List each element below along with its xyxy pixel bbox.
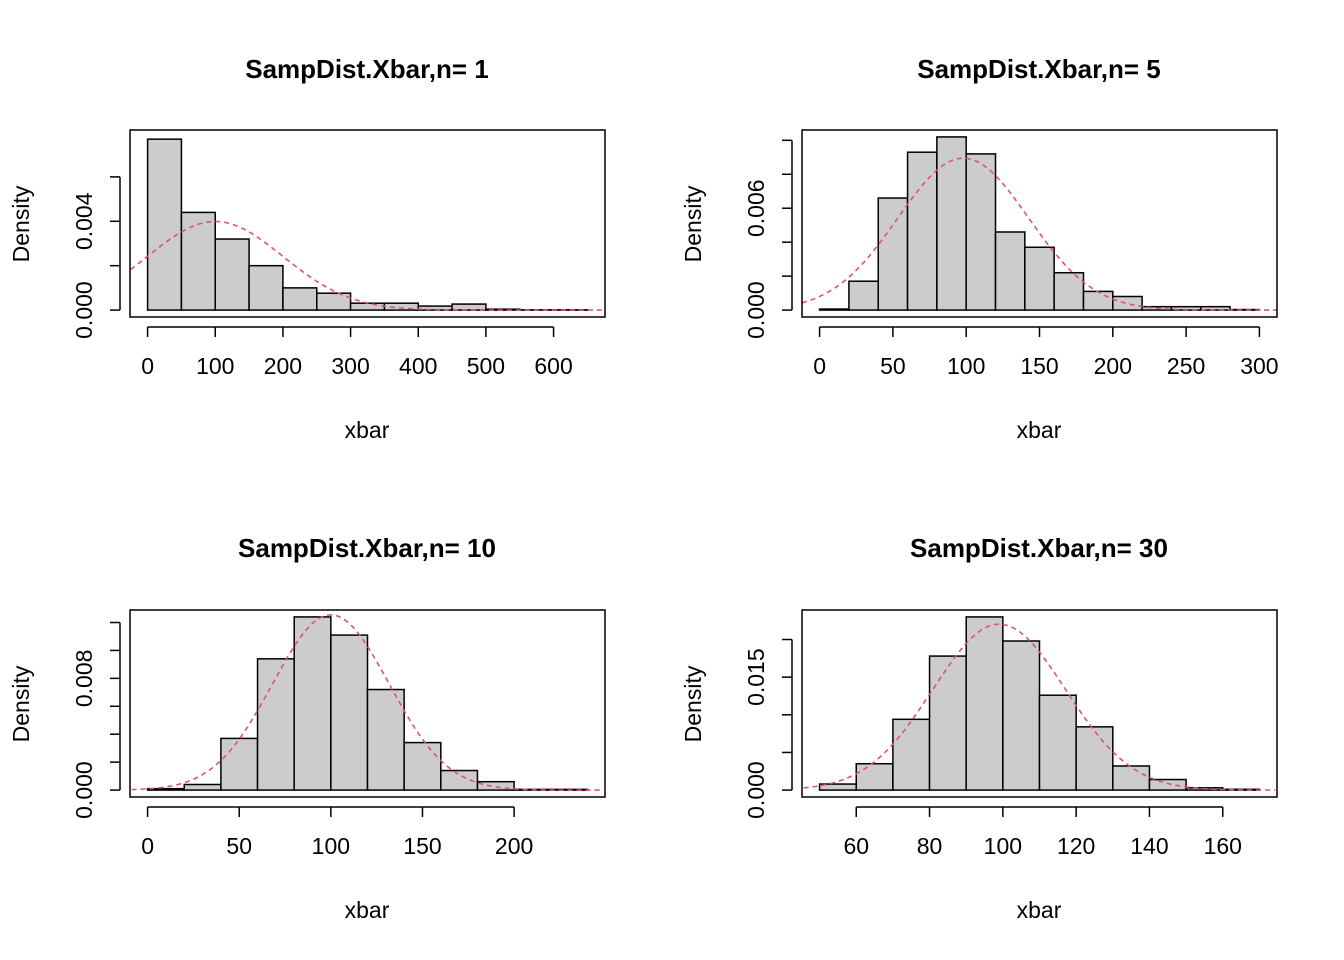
x-axis-label: xbar (345, 897, 390, 923)
y-tick-label: 0.000 (71, 761, 97, 819)
x-tick-label: 150 (403, 833, 441, 859)
panel-n30: SampDist.Xbar,n= 30 xbar Density 60 80 100… (680, 533, 1278, 923)
y-axis-label: Density (680, 185, 706, 262)
histogram-bar (1229, 308, 1261, 311)
histogram-bar (440, 769, 479, 791)
histogram-bar (214, 238, 250, 311)
histogram-bar (366, 688, 405, 791)
y-tick-label: 0.000 (743, 281, 769, 339)
histogram-bar (928, 655, 967, 791)
y-axis-label: Density (680, 665, 706, 742)
x-axis-label: xbar (1017, 897, 1062, 923)
panel-n1: SampDist.Xbar,n= 1 xbar Density 0 100 200 3… (8, 54, 606, 443)
x-tick-label: 100 (984, 833, 1022, 859)
histogram-bar (1024, 246, 1055, 311)
x-tick-label: 600 (534, 353, 572, 379)
histogram-bar (1200, 305, 1231, 311)
x-tick-label: 60 (843, 833, 869, 859)
histogram-bar (848, 280, 879, 311)
panel-n5: SampDist.Xbar,n= 5 xbar Density 0 50 100 15… (680, 54, 1279, 443)
y-tick-label: 0.006 (743, 179, 769, 237)
histogram-bar (316, 292, 352, 311)
histogram-bar (1112, 765, 1151, 791)
histogram-bar (1112, 295, 1143, 311)
x-tick-label: 200 (1094, 353, 1132, 379)
x-tick-label: 0 (141, 353, 154, 379)
histogram-bar (1002, 640, 1041, 791)
y-axis-label: Density (8, 665, 34, 742)
y-tick-label: 0.000 (743, 761, 769, 819)
histogram-bar (403, 741, 442, 791)
y-tick-label: 0.004 (71, 192, 97, 250)
x-tick-label: 140 (1130, 833, 1168, 859)
histogram-bar (476, 780, 515, 791)
x-tick-label: 100 (947, 353, 985, 379)
normal-density-curve (801, 157, 1277, 311)
normal-density-curve (803, 623, 1276, 791)
plot-frame (801, 609, 1278, 798)
x-axis-label: xbar (345, 417, 390, 443)
histogram-bar (180, 211, 217, 311)
y-tick-label: 0.008 (71, 650, 97, 708)
histogram-bar (383, 302, 419, 311)
normal-density-curve (131, 614, 604, 791)
histogram-bar (451, 303, 487, 311)
histogram-bar (906, 151, 938, 311)
histogram-bar (256, 658, 295, 791)
plot-frame (129, 129, 606, 318)
x-tick-label: 0 (141, 833, 154, 859)
histogram-bar (146, 138, 183, 311)
histogram-bar (330, 634, 369, 791)
x-tick-label: 160 (1204, 833, 1242, 859)
x-axis-label: xbar (1017, 417, 1062, 443)
y-tick-label: 0.015 (743, 648, 769, 706)
panel-title: SampDist.Xbar,n= 30 (910, 533, 1168, 563)
x-tick-label: 50 (226, 833, 252, 859)
x-tick-label: 100 (312, 833, 350, 859)
x-tick-label: 120 (1057, 833, 1095, 859)
histogram-bar (1082, 290, 1114, 311)
panel-title: SampDist.Xbar,n= 1 (245, 54, 488, 84)
histogram-bar (1075, 726, 1114, 791)
x-tick-label: 50 (880, 353, 906, 379)
histogram-bar (877, 197, 909, 311)
histogram-bar (220, 737, 259, 791)
histogram-bar (965, 153, 997, 311)
histogram-bar (1148, 778, 1187, 791)
panel-title: SampDist.Xbar,n= 10 (238, 533, 496, 563)
x-tick-label: 200 (264, 353, 302, 379)
panel-n10: SampDist.Xbar,n= 10 xbar Density 0 50 100 1… (8, 533, 606, 923)
histogram-bar (994, 231, 1026, 311)
x-tick-label: 500 (467, 353, 505, 379)
x-tick-label: 150 (1020, 353, 1058, 379)
histogram-bar (818, 308, 850, 311)
histogram-bar (349, 302, 386, 311)
histogram-bar (183, 783, 222, 791)
y-tick-label: 0.000 (71, 281, 97, 339)
x-tick-label: 300 (1240, 353, 1278, 379)
histogram-bar (293, 616, 332, 791)
histogram-bar (936, 136, 967, 311)
histogram-bar (1038, 694, 1077, 791)
histogram-bar (965, 616, 1004, 791)
panel-title: SampDist.Xbar,n= 5 (917, 54, 1160, 84)
x-tick-label: 100 (196, 353, 234, 379)
plot-frame (801, 129, 1278, 318)
x-tick-label: 300 (331, 353, 369, 379)
histogram-bar (282, 287, 318, 311)
x-tick-label: 80 (917, 833, 943, 859)
histogram-bar (248, 264, 284, 311)
histogram-bar (1053, 271, 1085, 311)
histogram-bar (855, 762, 894, 791)
x-tick-label: 400 (399, 353, 437, 379)
y-axis-label: Density (8, 185, 34, 262)
x-tick-label: 250 (1167, 353, 1205, 379)
histogram-bar (892, 718, 931, 791)
normal-density-curve (130, 220, 605, 311)
x-tick-label: 200 (495, 833, 533, 859)
x-tick-label: 0 (813, 353, 826, 379)
plot-frame (129, 609, 606, 798)
